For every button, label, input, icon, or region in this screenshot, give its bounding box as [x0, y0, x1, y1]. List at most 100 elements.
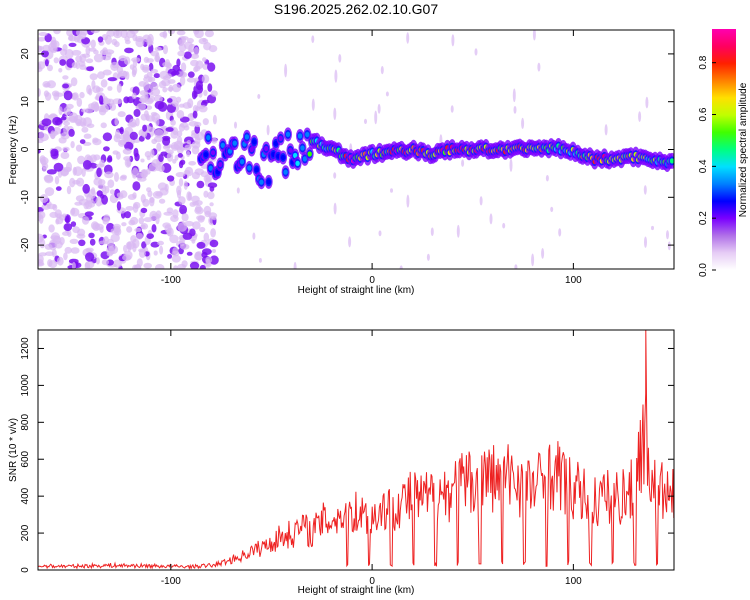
heatmap-cell	[114, 117, 119, 126]
heatmap-cell	[196, 215, 206, 221]
heatmap-cell	[157, 240, 165, 246]
heatmap-cell	[38, 37, 47, 42]
heatmap-cell	[42, 44, 51, 52]
heatmap-cell	[79, 139, 86, 145]
heatmap-cell	[78, 239, 86, 247]
colorbar-tick-label: 0.8	[698, 55, 709, 69]
heatmap-cell	[203, 190, 209, 198]
heatmap-cell	[106, 251, 113, 257]
heatmap-cell	[118, 55, 127, 62]
heatmap-cell	[165, 127, 174, 132]
heatmap-cell	[150, 111, 158, 117]
heatmap-cell	[194, 131, 205, 141]
heatmap-cell	[104, 185, 110, 194]
heatmap-cell	[258, 258, 262, 263]
heatmap-cell	[44, 59, 49, 67]
heatmap-cell	[71, 207, 76, 215]
heatmap-cell	[101, 194, 108, 205]
heatmap-cell	[155, 117, 160, 127]
heatmap-cell	[52, 204, 58, 211]
heatmap-cell	[181, 260, 188, 268]
heatmap-cell	[669, 158, 674, 164]
heatmap-cell	[212, 215, 217, 221]
heatmap-cell	[75, 118, 82, 127]
heatmap-cell	[84, 211, 94, 217]
heatmap-cell	[154, 94, 163, 103]
heatmap-cell	[65, 103, 74, 110]
heatmap-cell	[125, 30, 136, 38]
heatmap-cell	[206, 135, 211, 141]
heatmap-cell	[75, 61, 80, 70]
heatmap-cell	[51, 90, 60, 97]
heatmap-cell	[196, 241, 206, 249]
heatmap-cell	[102, 47, 108, 56]
heatmap-cell	[132, 181, 141, 191]
heatmap-cell	[134, 227, 142, 233]
heatmap-cell	[203, 152, 209, 158]
heatmap-cell	[101, 55, 112, 61]
heatmap-cell	[210, 150, 216, 156]
heatmap-cell	[112, 98, 123, 105]
heatmap-cell	[284, 63, 288, 78]
heatmap-cell	[143, 76, 153, 83]
heatmap-cell	[68, 128, 75, 137]
heatmap-cell	[129, 64, 135, 70]
heatmap-cell	[101, 34, 108, 41]
spectrogram-y-label: Frequency (Hz)	[8, 116, 19, 185]
heatmap-cell	[103, 146, 110, 152]
heatmap-cell	[239, 159, 245, 165]
heatmap-cell	[132, 167, 139, 177]
heatmap-cell	[114, 172, 119, 182]
heatmap-cell	[107, 155, 113, 162]
heatmap-cell	[53, 162, 64, 172]
heatmap-cell	[179, 39, 184, 46]
heatmap-cell	[176, 185, 182, 196]
heatmap-cell	[140, 169, 149, 179]
heatmap-cell	[170, 214, 179, 223]
heatmap-cell	[165, 73, 172, 79]
y-tick-label: 200	[20, 524, 31, 541]
heatmap-cell	[38, 149, 41, 154]
heatmap-cell	[430, 227, 434, 236]
heatmap-cell	[38, 131, 45, 140]
heatmap-cell	[68, 112, 79, 122]
heatmap-cell	[196, 180, 205, 189]
heatmap-cell	[62, 83, 69, 89]
heatmap-cell	[208, 165, 213, 171]
heatmap-cell	[44, 175, 54, 184]
heatmap-cell	[236, 187, 240, 194]
snr-y-ticks: 0 200 400 600 800 1000 1200	[20, 337, 674, 573]
heatmap-cell	[192, 110, 198, 119]
heatmap-cell	[52, 116, 62, 126]
heatmap-cell	[232, 140, 237, 146]
heatmap-cell	[198, 105, 208, 113]
colorbar: 0.0 0.2 0.4 0.6 0.8 Normalized spectral ampl…	[698, 29, 749, 277]
heatmap-cell	[46, 169, 57, 175]
heatmap-cell	[58, 68, 63, 73]
heatmap-cell	[148, 82, 159, 91]
heatmap-cell	[125, 241, 135, 250]
heatmap-cell	[120, 30, 128, 38]
heatmap-cell	[204, 30, 214, 38]
heatmap-cell	[203, 174, 211, 183]
heatmap-cell	[117, 111, 126, 118]
heatmap-cell	[71, 49, 82, 56]
heatmap-cell	[257, 94, 261, 99]
heatmap-cell	[209, 202, 214, 207]
figure-title: S196.2025.262.02.10.G07	[274, 1, 438, 17]
heatmap-cell	[58, 106, 63, 115]
heatmap-cell	[136, 102, 146, 111]
heatmap-cell	[162, 44, 168, 55]
heatmap-cell	[104, 171, 114, 179]
heatmap-cell	[209, 239, 219, 248]
y-tick-label: 0	[20, 146, 31, 152]
heatmap-cell	[204, 210, 212, 218]
heatmap-cell	[58, 214, 66, 221]
heatmap-cell	[132, 203, 139, 213]
heatmap-cell	[202, 57, 207, 62]
heatmap-cell	[333, 107, 337, 121]
heatmap-cell	[378, 230, 382, 237]
heatmap-cell	[44, 187, 55, 197]
heatmap-cell	[191, 130, 196, 136]
heatmap-cell	[541, 248, 545, 259]
